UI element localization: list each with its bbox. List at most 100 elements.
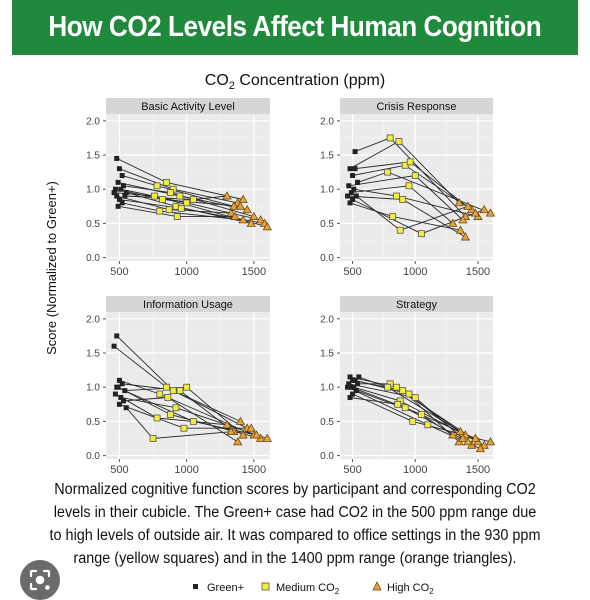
- high-co2-marker: [249, 211, 259, 220]
- medium-co2-marker: [149, 435, 157, 442]
- green-plus-marker: [355, 179, 361, 185]
- high-co2-marker: [238, 430, 248, 439]
- medium-co2-marker: [393, 192, 400, 200]
- high-co2-marker: [463, 201, 473, 210]
- x-tick-label: 1500: [242, 464, 266, 476]
- green-plus-marker: [123, 405, 129, 411]
- y-tick-label: 1.0: [86, 185, 100, 196]
- medium-co2-marker: [177, 204, 185, 212]
- high-co2-marker: [479, 204, 489, 214]
- panel-strategy: Strategy 0.0 0.5 1.0 1.5 2.0 500 1000 1500: [320, 296, 496, 476]
- green-plus-marker: [116, 401, 122, 407]
- panel-strip: [340, 98, 493, 114]
- green-plus-marker: [119, 200, 125, 206]
- y-tick-label: 2.0: [86, 314, 100, 325]
- green-plus-marker: [355, 381, 361, 387]
- x-tick-label: 500: [110, 464, 128, 476]
- green-plus-marker: [122, 193, 128, 199]
- high-co2-marker: [448, 218, 458, 227]
- y-tick-label: 0.5: [86, 219, 100, 230]
- green-plus-marker: [353, 388, 359, 394]
- high-co2-marker: [255, 215, 266, 224]
- panel-title: Basic Activity Level: [141, 101, 235, 113]
- chart-title: CO2 Concentration (ppm): [205, 72, 385, 92]
- figure-caption: Normalized cognitive function scores by …: [49, 481, 541, 567]
- medium-co2-marker: [389, 213, 397, 220]
- medium-co2-marker: [394, 400, 402, 408]
- panel-crisis-response: Crisis Response 0.0 0.5 1.0 1.5 2.0 500 1000 150…: [320, 98, 496, 278]
- green-plus-marker: [114, 333, 120, 339]
- green-plus-marker: [353, 193, 359, 199]
- green-plus-marker: [120, 183, 126, 189]
- medium-co2-marker: [159, 196, 166, 203]
- medium-co2-marker: [189, 196, 197, 203]
- medium-co2-marker: [189, 417, 197, 425]
- medium-co2-marker: [405, 182, 413, 190]
- green-plus-marker: [347, 166, 353, 172]
- y-tick-label: 2.0: [86, 116, 100, 127]
- medium-co2-marker: [418, 230, 425, 238]
- high-co2-marker: [454, 198, 464, 207]
- y-axis-label: Score (Normalized to Green+): [44, 181, 59, 355]
- banner-title: How CO2 Levels Affect Human Cognition: [48, 11, 542, 43]
- image-search-button[interactable]: [20, 560, 60, 600]
- high-co2-marker: [229, 201, 239, 210]
- green-plus-marker: [350, 391, 356, 397]
- green-plus-marker: [347, 394, 353, 400]
- green-plus-marker: [119, 381, 125, 387]
- medium-co2-marker: [418, 411, 425, 418]
- high-co2-marker: [475, 443, 486, 453]
- co2-cognition-chart: CO2 Concentration (ppm) Score (Normalized…: [44, 72, 496, 596]
- x-tick-label: 1000: [403, 464, 427, 476]
- high-co2-marker: [262, 433, 273, 442]
- green-plus-marker: [356, 374, 362, 380]
- y-tick-label: 1.5: [320, 151, 334, 162]
- panel-title: Crisis Response: [376, 101, 456, 113]
- high-co2-marker: [470, 433, 481, 442]
- y-tick-label: 1.5: [86, 151, 100, 162]
- green-plus-marker: [346, 183, 352, 189]
- panel-background: [340, 114, 493, 261]
- high-co2-marker: [230, 211, 240, 220]
- green-plus-marker: [112, 186, 118, 192]
- medium-co2-marker: [183, 383, 191, 391]
- medium-co2-marker: [396, 226, 404, 234]
- high-co2-marker: [458, 215, 468, 224]
- medium-co2-marker: [153, 182, 161, 190]
- high-co2-marker: [460, 232, 471, 241]
- green-plus-marker: [116, 377, 122, 383]
- panel-title: Information Usage: [143, 299, 233, 311]
- medium-co2-marker: [164, 394, 172, 401]
- panel-title: Strategy: [396, 299, 437, 311]
- medium-co2-marker: [405, 390, 413, 398]
- medium-co2-marker: [411, 172, 419, 179]
- green-plus-marker: [346, 381, 352, 387]
- x-tick-label: 1500: [242, 266, 266, 278]
- medium-co2-marker: [172, 404, 180, 412]
- green-plus-marker: [114, 155, 120, 161]
- high-co2-marker: [246, 218, 256, 227]
- green-plus-marker: [347, 200, 353, 206]
- high-co2-marker: [238, 194, 248, 203]
- x-tick-label: 1000: [403, 266, 427, 278]
- medium-co2-marker: [180, 424, 188, 432]
- y-tick-label: 0.0: [320, 451, 334, 462]
- medium-co2-marker: [156, 390, 164, 398]
- y-tick-label: 2.0: [320, 314, 334, 325]
- medium-co2-marker: [384, 168, 392, 176]
- x-tick-label: 1000: [174, 464, 198, 476]
- medium-co2-marker: [167, 411, 174, 418]
- green-plus-marker: [112, 391, 118, 397]
- y-tick-label: 2.0: [320, 116, 334, 127]
- medium-co2-marker: [176, 192, 184, 200]
- lens-icon: [29, 569, 51, 591]
- high-co2-marker: [485, 437, 496, 446]
- green-plus-marker: [118, 186, 124, 192]
- high-co2-marker: [242, 204, 252, 214]
- y-tick-label: 1.5: [320, 349, 334, 360]
- high-co2-marker: [448, 430, 458, 439]
- high-co2-marker: [235, 201, 246, 210]
- y-tick-label: 0.0: [86, 451, 100, 462]
- legend: Green+ Medium CO2 High CO2: [193, 581, 434, 596]
- high-co2-marker: [222, 420, 232, 429]
